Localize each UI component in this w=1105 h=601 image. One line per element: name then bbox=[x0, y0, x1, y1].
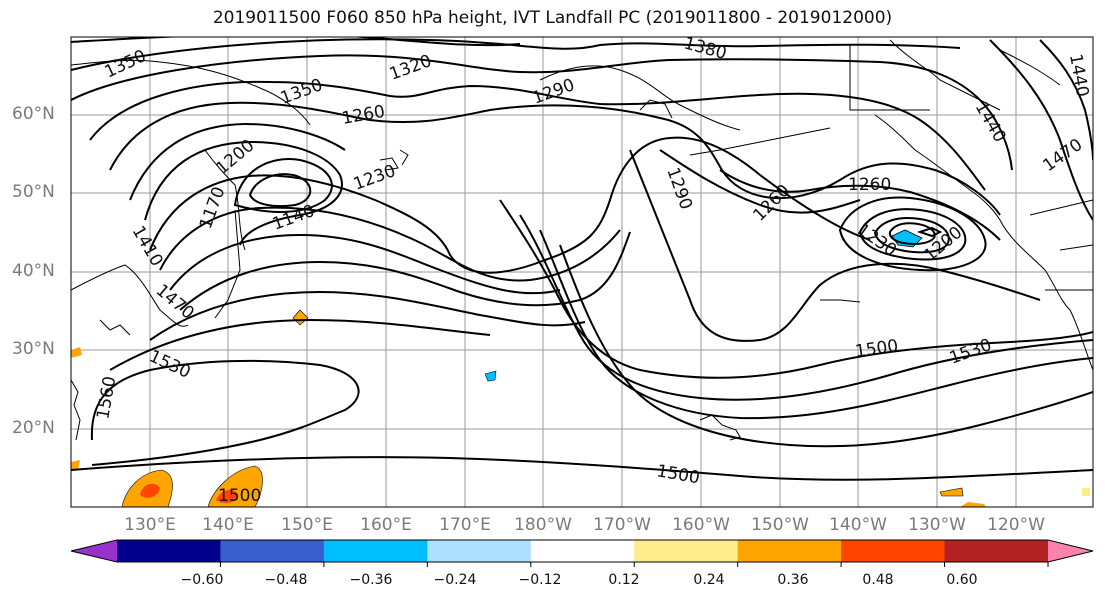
lon-label: 140°E bbox=[202, 515, 254, 535]
lat-label: 30°N bbox=[12, 339, 55, 359]
colorbar-tick-label: 0.48 bbox=[862, 572, 894, 588]
ivt-anomaly-shading bbox=[71, 229, 1090, 507]
colorbar-tick-label: −0.24 bbox=[433, 572, 477, 588]
lon-label: 160°E bbox=[360, 515, 412, 535]
lat-label: 60°N bbox=[12, 104, 55, 124]
colorbar-extend-min bbox=[71, 540, 117, 562]
lon-label: 170°E bbox=[439, 515, 491, 535]
colorbar-box bbox=[323, 540, 428, 562]
colorbar-tick-label: −0.36 bbox=[349, 572, 393, 588]
colorbar-tick-label: −0.48 bbox=[264, 572, 308, 588]
colorbar-tick-label: −0.60 bbox=[180, 572, 224, 588]
colorbar-tick-label: 0.36 bbox=[777, 572, 809, 588]
map-title: 2019011500 F060 850 hPa height, IVT Land… bbox=[212, 8, 893, 28]
colorbar-box bbox=[530, 540, 635, 562]
lon-label: 120°W bbox=[987, 515, 1045, 535]
colorbar-tick-label: 0.24 bbox=[693, 572, 725, 588]
lon-label: 140°W bbox=[829, 515, 887, 535]
colorbar-extend-max bbox=[1048, 540, 1093, 562]
colorbar-box bbox=[427, 540, 532, 562]
lon-label: 170°W bbox=[593, 515, 651, 535]
lon-label: 150°E bbox=[281, 515, 333, 535]
colorbar-tick-label: −0.12 bbox=[518, 572, 562, 588]
colorbar-box bbox=[944, 540, 1049, 562]
lon-label: 180°W bbox=[514, 515, 572, 535]
lon-label: 160°W bbox=[672, 515, 730, 535]
colorbar-box bbox=[117, 540, 221, 562]
contour-label: 1260 bbox=[848, 175, 891, 195]
colorbar-outline bbox=[70, 539, 1094, 563]
lon-label: 150°W bbox=[751, 515, 809, 535]
colorbar-box bbox=[220, 540, 325, 562]
lat-label: 40°N bbox=[12, 261, 55, 281]
lon-label: 130°W bbox=[908, 515, 966, 535]
colorbar-tick-label: 0.12 bbox=[608, 572, 640, 588]
lon-label: 130°E bbox=[124, 515, 176, 535]
colorbar-box bbox=[841, 540, 946, 562]
colorbar bbox=[70, 539, 1094, 567]
plot-border bbox=[70, 36, 1094, 508]
lat-label: 50°N bbox=[12, 182, 55, 202]
colorbar-tick-label: 0.60 bbox=[946, 572, 978, 588]
height-contours bbox=[71, 37, 1093, 481]
colorbar-box bbox=[737, 540, 842, 562]
colorbar-box bbox=[634, 540, 739, 562]
lat-label: 20°N bbox=[12, 418, 55, 438]
contour-label: 1500 bbox=[218, 486, 261, 506]
